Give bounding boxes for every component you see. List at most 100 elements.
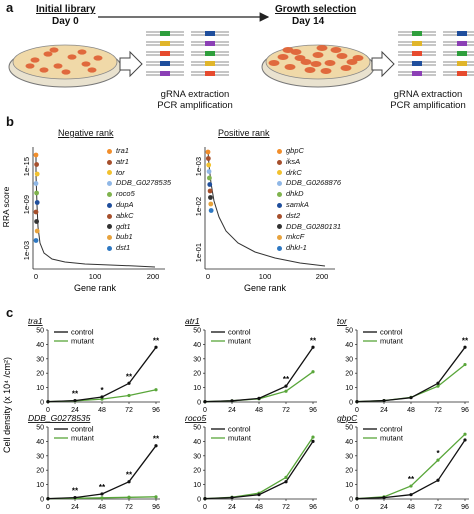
significance-marker: ** [153, 336, 160, 345]
data-point-control [436, 381, 440, 385]
y-tick-label: 0 [40, 497, 44, 504]
growth-chart-roco5: roco501020304050024487296controlmutantTi… [185, 413, 317, 514]
growth-selection-day: Day 14 [292, 16, 325, 27]
petri-dish-growth [261, 44, 375, 88]
series-line-control [204, 346, 314, 403]
colony [294, 55, 306, 61]
grna-barcode [205, 31, 215, 36]
positive-gene-name: DDB_G0280131 [286, 221, 342, 231]
colony [49, 47, 59, 53]
x-tick-label: 48 [407, 504, 415, 511]
positive-rank-legend: gbpC iksA drkC DDB_G0268876 dhkD samkA dst2 DDB… [277, 146, 341, 254]
series-line-mutant [356, 433, 466, 500]
x-tick-label: 0 [46, 407, 50, 414]
data-point-mutant [463, 432, 467, 436]
grna-barcode [160, 31, 170, 36]
data-point-control [203, 496, 207, 501]
positive-legend-item: dhkI-1 [277, 243, 341, 254]
legend-control-label: control [71, 425, 94, 434]
data-point-mutant [311, 435, 315, 439]
legend-dot-icon [277, 202, 282, 208]
x-tick-label: 24 [380, 407, 388, 414]
significance-marker: ** [408, 475, 415, 484]
y-tick-label: 40 [193, 439, 201, 446]
legend-dot-icon [107, 170, 112, 176]
negative-rank-title: Negative rank [58, 128, 114, 138]
legend-dot-icon [107, 213, 112, 219]
legend-dot-icon [107, 159, 112, 165]
growth-chart-DDB_G0278535: DDB_G0278535 0 10 20 30 40 50 0 24 48 72 96 ** ** ** **… [28, 413, 160, 514]
negative-legend-item: gdt1 [107, 222, 171, 233]
petri-dish-initial [8, 44, 122, 88]
legend-dot-icon [277, 148, 282, 154]
pos-ytick-2: 1e-01 [194, 243, 203, 262]
negative-top-gene-point [34, 190, 39, 196]
data-point-control [100, 492, 104, 496]
x-tick-label: 24 [228, 504, 236, 511]
positive-legend-item: dhkD [277, 189, 341, 200]
y-tick-label: 50 [345, 328, 353, 335]
legend-mutant-label: mutant [71, 337, 95, 346]
grna-barcode [457, 51, 467, 56]
x-tick-label: 0 [355, 407, 359, 414]
data-point-control [73, 398, 77, 403]
caption-initial-line1: gRNA extraction [160, 89, 230, 100]
colony [43, 51, 53, 57]
positive-rank-plot: 1e-03 1e-02 1e-01 0 100 200 Gene rank [194, 147, 335, 293]
positive-top-gene-point [208, 201, 214, 207]
data-point-mutant [409, 484, 413, 488]
grna-barcode [457, 41, 467, 46]
y-tick-label: 50 [193, 328, 201, 335]
caption-growth-line2: PCR amplification [390, 100, 466, 111]
x-tick-label: 96 [309, 504, 317, 511]
colony [340, 65, 352, 71]
data-point-control [46, 496, 50, 501]
y-tick-label: 10 [345, 482, 353, 489]
significance-marker: ** [72, 390, 79, 399]
y-tick-label: 10 [193, 482, 201, 489]
x-tick-label: 96 [461, 407, 469, 414]
neg-xtick-1: 100 [89, 272, 102, 281]
colony [352, 55, 364, 61]
positive-top-gene-point [205, 156, 211, 161]
negative-top-gene-point [33, 209, 39, 215]
y-tick-label: 30 [193, 356, 201, 363]
negative-rank-plot: 1e-15 1e-09 1e-03 RRA score 0 100 200 Ge… [1, 147, 165, 293]
legend-mutant-label: mutant [380, 337, 404, 346]
neg-xtick-0: 0 [34, 272, 38, 281]
data-point-control [436, 478, 440, 482]
significance-marker: * [100, 386, 104, 395]
colony [61, 69, 71, 75]
positive-gene-name: dst2 [286, 210, 301, 220]
x-tick-label: 48 [98, 407, 106, 414]
data-point-control [73, 495, 77, 500]
colony [93, 55, 103, 61]
data-point-control [46, 399, 50, 404]
positive-legend-item: samkA [277, 200, 341, 211]
significance-marker: ** [310, 336, 317, 345]
data-point-control [382, 495, 386, 500]
positive-legend-item: drkC [277, 168, 341, 179]
growth-ylabel: Cell density (x 10⁴ /cm²) [2, 357, 12, 453]
colony [316, 45, 328, 51]
grna-barcode [160, 51, 170, 56]
colony [284, 64, 296, 70]
colony [87, 67, 97, 73]
negative-gene-name: abkC [116, 210, 134, 220]
grna-barcode [160, 61, 170, 66]
initial-library-day: Day 0 [52, 16, 79, 27]
y-tick-label: 10 [36, 385, 44, 392]
data-point-mutant [311, 370, 315, 374]
x-tick-label: 72 [434, 504, 442, 511]
data-point-control [382, 398, 386, 403]
positive-top-gene-point [206, 162, 212, 168]
x-tick-label: 96 [461, 504, 469, 511]
positive-top-gene-point [207, 175, 212, 181]
x-tick-label: 24 [228, 407, 236, 414]
legend-dot-icon [277, 235, 282, 241]
y-tick-label: 10 [345, 385, 353, 392]
negative-gene-name: gdt1 [116, 221, 131, 231]
caption-initial-line2: PCR amplification [157, 100, 233, 111]
y-tick-label: 30 [345, 356, 353, 363]
data-point-control [230, 399, 234, 403]
